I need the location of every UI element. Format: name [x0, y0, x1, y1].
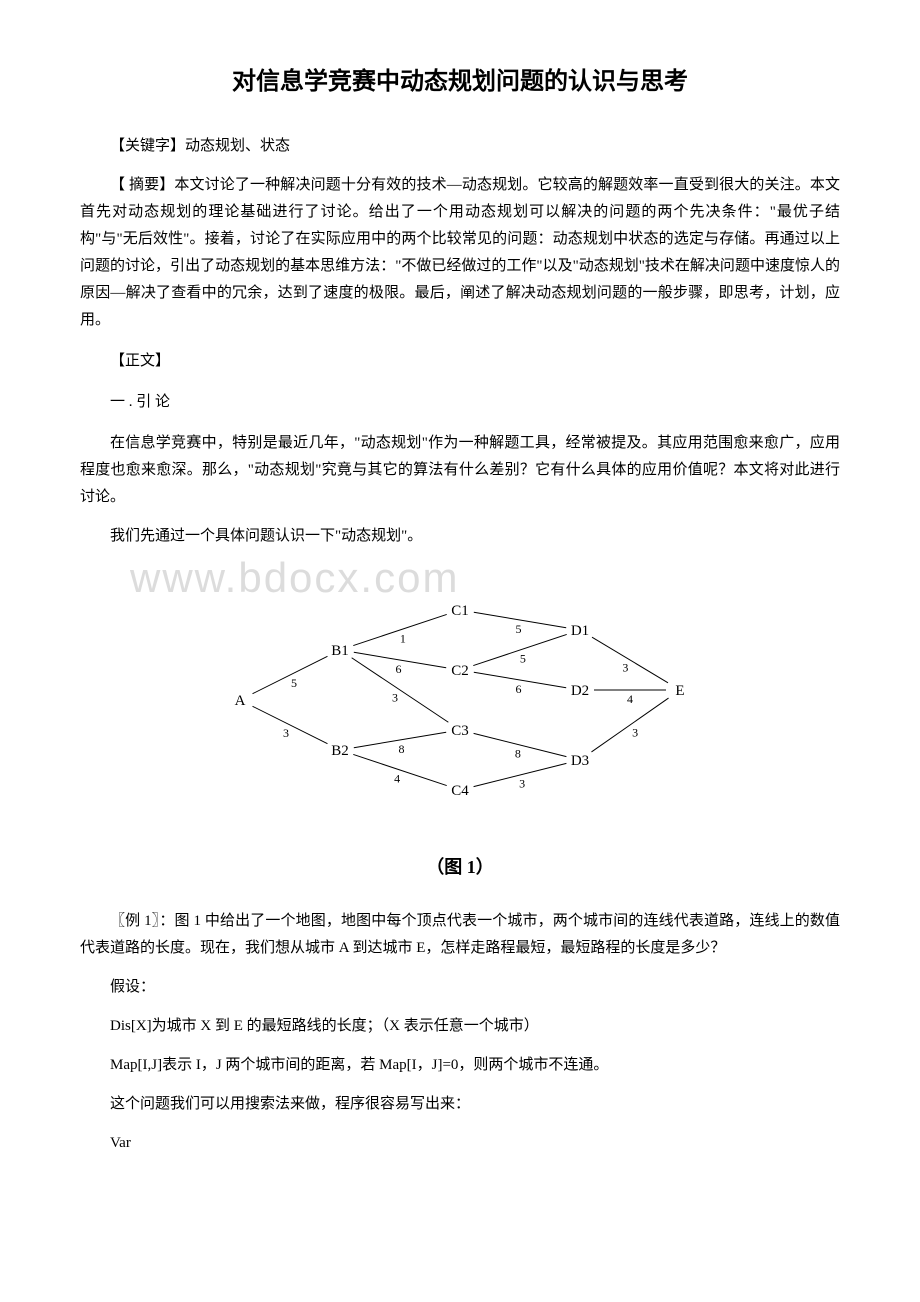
intro-paragraph-2: 我们先通过一个具体问题认识一下"动态规划"。	[80, 523, 840, 550]
assume-label: 假设：	[80, 974, 840, 1001]
edge-weight: 3	[519, 777, 525, 791]
graph-node-label: C1	[451, 603, 469, 619]
section-1-label: 一 . 引 论	[80, 389, 840, 416]
edge-weight: 6	[396, 662, 402, 676]
graph-node-label: C2	[451, 663, 469, 679]
edge-weight: 1	[400, 632, 406, 646]
var-line: Var	[80, 1130, 840, 1157]
disx-line: Dis[X]为城市 X 到 E 的最短路线的长度；（X 表示任意一个城市）	[80, 1013, 840, 1040]
edge-weight: 5	[291, 676, 297, 690]
edge-weight: 4	[627, 692, 633, 706]
graph-node-label: B1	[331, 643, 349, 659]
edge-weight: 3	[622, 661, 628, 675]
edge-weight: 3	[283, 726, 289, 740]
edge-weight: 5	[520, 652, 526, 666]
figure-1-caption: （图 1）	[80, 851, 840, 883]
page-title: 对信息学竞赛中动态规划问题的认识与思考	[80, 60, 840, 103]
graph-node-label: C3	[451, 723, 469, 739]
graph-node-label: B2	[331, 743, 349, 759]
edge-weight: 3	[392, 691, 398, 705]
search-line: 这个问题我们可以用搜索法来做，程序很容易写出来：	[80, 1091, 840, 1118]
graph-svg: 5 3 1 6 3 8 4 5 5 6 8 3 3 4 3 A B1 B2 C1 C2 C3 C4 D1 D2 D3 E	[200, 570, 720, 820]
intro-paragraph-1: 在信息学竞赛中，特别是最近几年，"动态规划"作为一种解题工具，经常被提及。其应用…	[80, 430, 840, 511]
edge-line	[591, 698, 668, 752]
map-line: Map[I,J]表示 I，J 两个城市间的距离，若 Map[I，J]=0，则两个…	[80, 1052, 840, 1079]
example-paragraph: 〖例 1〗：图 1 中给出了一个地图，地图中每个顶点代表一个城市，两个城市间的连…	[80, 908, 840, 962]
edge-weight: 4	[394, 772, 400, 786]
graph-diagram-wrapper: www.bdocx.com 531638455683343AB1B2C1C2C3…	[80, 570, 840, 831]
edge-line	[253, 656, 328, 693]
keywords-line: 【关键字】动态规划、状态	[80, 133, 840, 160]
edge-weight: 5	[516, 622, 522, 636]
graph-node-label: D3	[571, 753, 589, 769]
edge-weight: 6	[516, 682, 522, 696]
edge-line	[592, 637, 668, 683]
edge-line	[253, 706, 328, 743]
graph-node-label: D1	[571, 623, 589, 639]
edge-weight: 8	[515, 747, 521, 761]
body-label: 【正文】	[80, 348, 840, 375]
edge-weight: 3	[632, 726, 638, 740]
edge-weight: 8	[398, 742, 404, 756]
graph-node-label: E	[675, 683, 684, 699]
abstract-paragraph: 【 摘要】本文讨论了一种解决问题十分有效的技术—动态规划。它较高的解题效率一直受…	[80, 172, 840, 334]
graph-node-label: D2	[571, 683, 589, 699]
graph-node-label: A	[235, 693, 246, 709]
graph-node-label: C4	[451, 783, 469, 799]
